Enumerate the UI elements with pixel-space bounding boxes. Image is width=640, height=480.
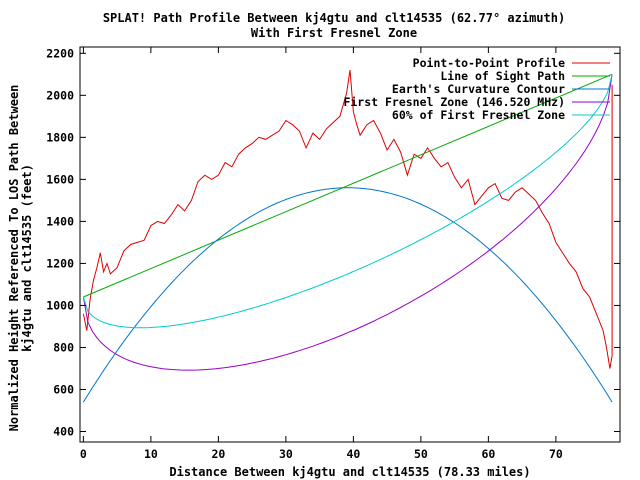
x-tick-label: 60: [481, 447, 495, 461]
y-tick-label: 800: [53, 340, 74, 354]
x-tick-label: 10: [144, 447, 158, 461]
y-axis: 400 600 800 1000 1200 1400 1600 1800 2000 2200: [46, 46, 620, 438]
y-axis-title-line2: kj4gtu and clt14535 (feet): [20, 164, 34, 352]
plot-frame: [79, 46, 621, 443]
series-line-4: [82, 74, 613, 329]
y-axis-title-line1: Normalized Height Referenced To LOS Path…: [7, 85, 21, 432]
x-tick-label: 70: [549, 447, 563, 461]
x-tick-label: 20: [211, 447, 225, 461]
series-line-0: [82, 70, 613, 369]
legend-label: Point-to-Point Profile: [413, 56, 565, 70]
chart-subtitle: With First Fresnel Zone: [251, 26, 417, 40]
y-tick-label: 600: [53, 382, 74, 396]
x-axis-title: Distance Between kj4gtu and clt14535 (78…: [169, 465, 530, 479]
x-tick-label: 0: [80, 447, 87, 461]
y-tick-label: 2000: [46, 88, 74, 102]
y-tick-label: 1200: [46, 256, 74, 270]
plot-series: [82, 70, 613, 403]
series-line-3: [82, 74, 613, 371]
series-line-2: [82, 187, 613, 403]
x-axis: 0 10 20 30 40 50 60 70: [80, 47, 563, 461]
y-tick-label: 1400: [46, 214, 74, 228]
legend-label: First Fresnel Zone (146.520 MHz): [343, 95, 565, 109]
legend-label: Earth's Curvature Contour: [392, 82, 565, 96]
y-tick-label: 2200: [46, 46, 74, 60]
x-tick-label: 40: [346, 447, 360, 461]
chart-title: SPLAT! Path Profile Between kj4gtu and c…: [103, 11, 565, 25]
y-tick-label: 1800: [46, 130, 74, 144]
y-tick-label: 1000: [46, 298, 74, 312]
series-line-1: [83, 73, 613, 298]
x-tick-label: 30: [279, 447, 293, 461]
y-tick-label: 1600: [46, 172, 74, 186]
legend-label: Line of Sight Path: [440, 69, 565, 83]
legend-label: 60% of First Fresnel Zone: [392, 108, 565, 122]
y-tick-label: 400: [53, 424, 74, 438]
x-tick-label: 50: [414, 447, 428, 461]
